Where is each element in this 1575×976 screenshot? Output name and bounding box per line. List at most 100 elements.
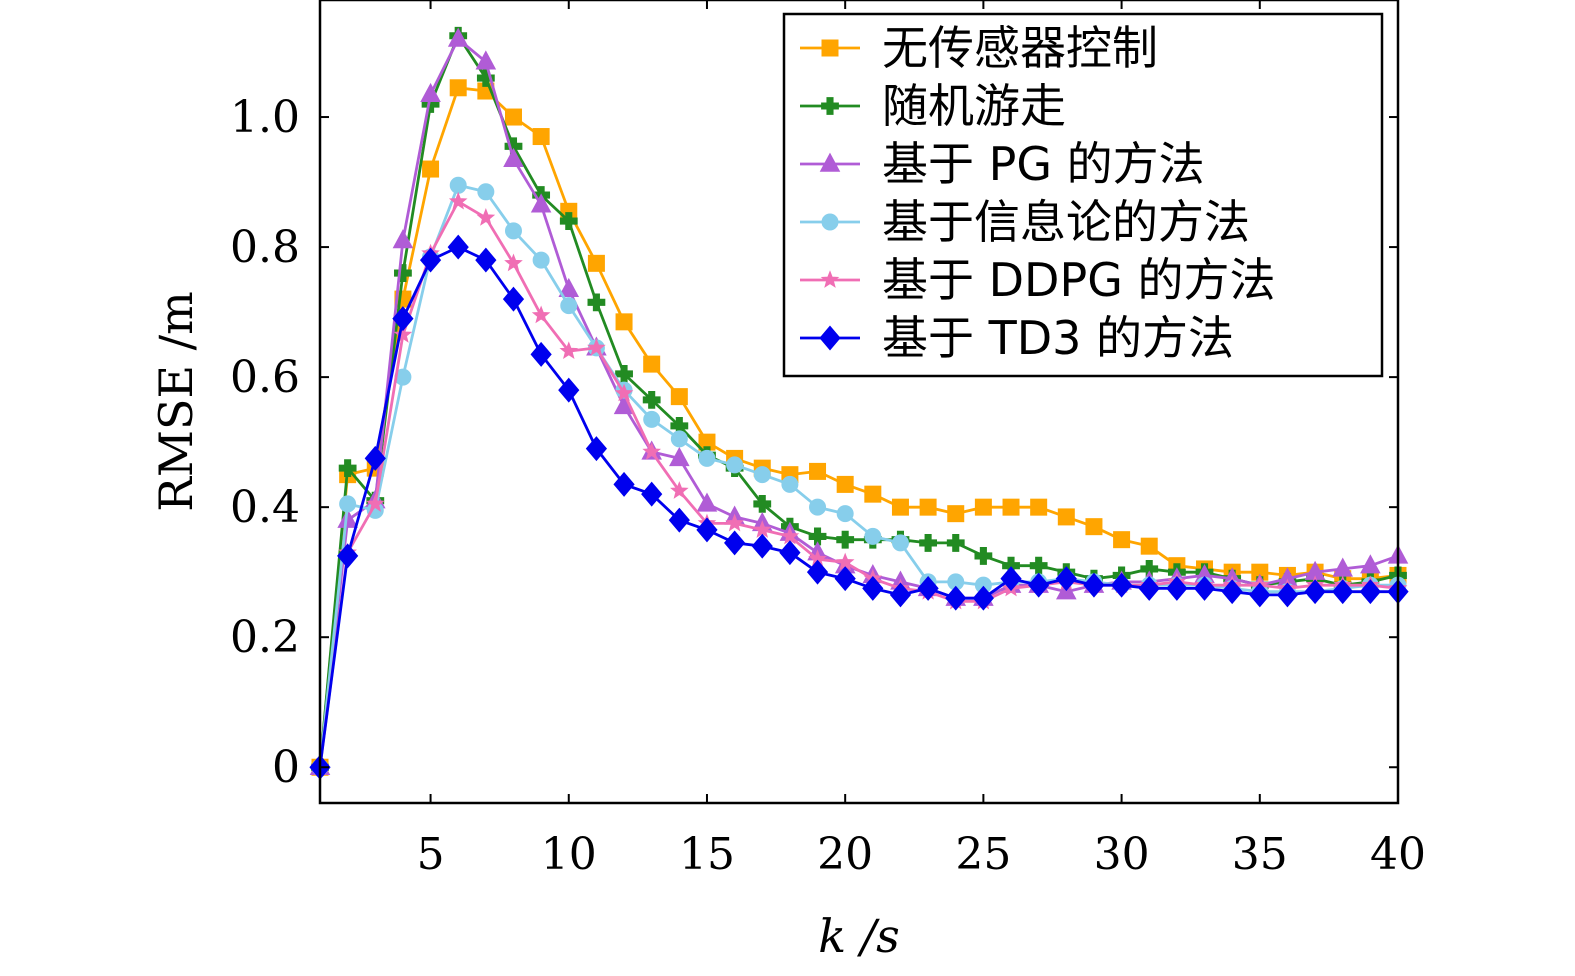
data-point: [560, 297, 578, 315]
data-point: [532, 128, 550, 146]
data-point: [974, 547, 993, 565]
data-point: [558, 377, 580, 403]
data-point: [1113, 531, 1131, 549]
data-point: [393, 325, 413, 343]
data-point: [668, 507, 690, 533]
data-point: [724, 530, 746, 556]
data-point: [531, 305, 551, 324]
data-point: [419, 247, 442, 273]
data-point: [502, 286, 525, 312]
data-point: [947, 505, 965, 523]
data-point: [753, 495, 772, 513]
data-point: [696, 492, 718, 512]
y-axis-label: RMSE /m: [149, 291, 203, 512]
data-point: [725, 513, 744, 532]
ticks-layer: 5 10 15 20 25 30 35 40 0 0.2 0.4 0.6 0.8 1.0: [230, 0, 1426, 880]
data-point: [1055, 566, 1077, 592]
data-point: [420, 82, 441, 102]
data-point: [751, 533, 773, 559]
data-point: [670, 430, 688, 448]
plot-frame: [318, 0, 1400, 805]
data-point: [806, 559, 829, 585]
data-point: [339, 495, 357, 513]
legend-label: 无传感器控制: [882, 21, 1158, 75]
data-point: [530, 193, 552, 213]
data-point: [919, 534, 938, 552]
data-point: [504, 253, 523, 272]
data-point: [643, 410, 661, 428]
legend-label: 基于 DDPG 的方法: [882, 253, 1275, 307]
legend-box: [782, 12, 1384, 378]
data-point: [781, 475, 799, 493]
legend-entry: 基于 PG 的方法: [800, 137, 1205, 191]
data-point: [891, 534, 909, 552]
legend-label: 随机游走: [882, 79, 1066, 133]
data-point: [1332, 579, 1354, 605]
data-point: [1002, 498, 1020, 516]
data-point: [808, 527, 827, 546]
series-line: [318, 86, 1399, 768]
y-tick-label: 0: [272, 742, 300, 793]
y-tick-label: 1.0: [230, 92, 300, 143]
data-point: [559, 341, 579, 360]
data-point: [1085, 518, 1103, 536]
data-point: [974, 498, 992, 516]
legend-entry: 无传感器控制: [800, 21, 1158, 75]
data-point: [945, 585, 967, 611]
data-point: [836, 505, 854, 523]
data-point: [1029, 556, 1048, 575]
data-point: [669, 446, 690, 467]
data-point: [1030, 498, 1048, 516]
data-point: [476, 208, 496, 226]
data-point: [558, 277, 580, 298]
data-point: [864, 485, 882, 503]
data-point: [698, 449, 716, 467]
data-point: [615, 313, 633, 331]
data-point: [891, 498, 909, 516]
legend-marker: [819, 152, 841, 172]
data-point: [337, 543, 359, 569]
data-point: [1138, 575, 1160, 601]
legend-entry: 基于 TD3 的方法: [800, 311, 1234, 365]
legend-marker: [821, 97, 839, 115]
data-point: [1221, 579, 1243, 605]
x-tick-label: 25: [955, 829, 1011, 880]
data-point: [587, 338, 606, 356]
data-point: [338, 459, 357, 478]
legend-marker: [821, 39, 839, 57]
data-point: [1359, 579, 1381, 605]
legend-entry: 基于 DDPG 的方法: [800, 253, 1275, 307]
data-point: [972, 585, 994, 611]
data-point: [834, 566, 856, 592]
data-point: [696, 517, 718, 543]
series-line: [318, 200, 1399, 768]
data-point: [670, 481, 689, 499]
data-point: [670, 388, 688, 406]
data-point: [917, 575, 939, 601]
data-point: [779, 540, 801, 566]
data-point: [1360, 554, 1381, 574]
legend-entry: 基于信息论的方法: [800, 195, 1250, 249]
legend-marker: [821, 213, 839, 231]
data-point: [780, 526, 800, 545]
data-point: [365, 494, 385, 512]
data-point: [1140, 537, 1158, 555]
data-point: [809, 498, 827, 516]
legend-label: 基于信息论的方法: [882, 195, 1250, 249]
data-point: [337, 508, 358, 528]
legend-entry: 随机游走: [800, 79, 1066, 133]
series-6: [309, 234, 1409, 780]
y-tick-label: 0.4: [230, 482, 300, 533]
data-point: [1249, 582, 1271, 608]
data-point: [1028, 572, 1050, 598]
y-tick-label: 0.2: [230, 612, 300, 663]
data-point: [559, 212, 578, 230]
data-point: [364, 445, 386, 471]
data-point: [1166, 575, 1188, 601]
x-tick-label: 20: [817, 829, 873, 880]
data-point: [1304, 579, 1326, 605]
data-point: [587, 293, 606, 312]
series-line: [318, 245, 1398, 768]
